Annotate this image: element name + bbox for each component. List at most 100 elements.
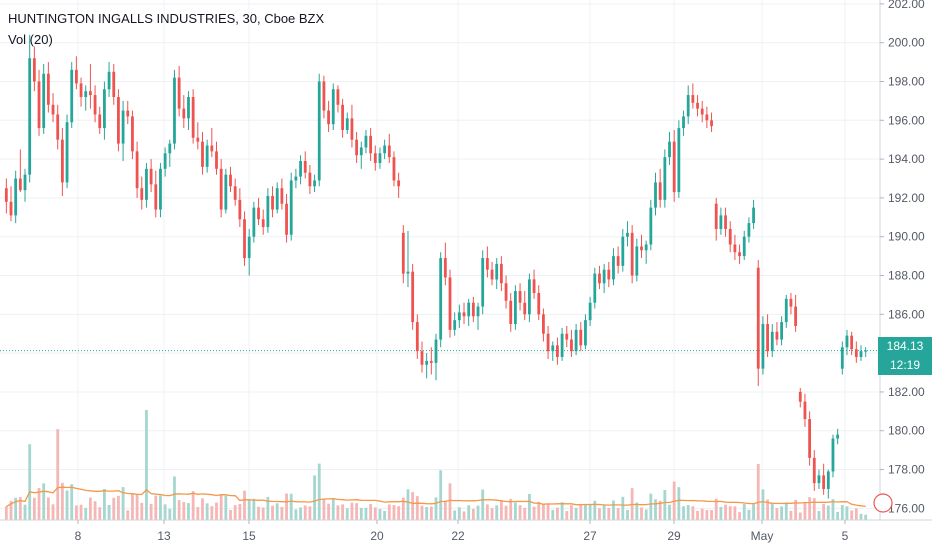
candle-body (14, 178, 18, 216)
volume-bar (812, 498, 816, 520)
y-tick-label: 202.00 (888, 0, 925, 11)
y-tick-label: 194.00 (888, 152, 925, 166)
volume-bar (509, 498, 513, 520)
candle-body (630, 232, 634, 276)
volume-bar (579, 504, 583, 520)
x-tick-label: May (751, 529, 774, 543)
candle-body (331, 89, 335, 125)
candle-body (285, 203, 288, 235)
volume-bar (341, 504, 344, 520)
volume-bar (649, 493, 653, 520)
candle-body (317, 81, 321, 181)
volume-bar (859, 513, 863, 520)
candle-body (640, 246, 643, 251)
volume-bar (453, 510, 457, 520)
candle-body (756, 267, 760, 369)
candle-body (621, 236, 625, 266)
volume-bar (462, 511, 466, 520)
volume-bar (303, 505, 307, 520)
volume-ma-line (5, 486, 866, 508)
candle-body (196, 137, 200, 142)
candle-body (84, 91, 88, 98)
candle-body (233, 186, 237, 200)
volume-bar (518, 505, 522, 520)
volume-bar (850, 510, 854, 520)
volume-bar (607, 507, 611, 520)
volume-bar (355, 503, 359, 520)
volume-bar (696, 510, 699, 520)
candle-body (280, 188, 284, 204)
volume-bar (378, 509, 382, 520)
candle-body (836, 434, 840, 439)
volume-indicator-label[interactable]: Vol (20) (8, 32, 53, 47)
volume-bar (70, 484, 74, 520)
candle-body (738, 252, 741, 257)
candle-body (481, 258, 485, 307)
candle-body (4, 188, 8, 202)
candle-body (672, 141, 676, 193)
volume-bar (65, 490, 69, 520)
volume-bar (322, 499, 326, 520)
volume-bar (112, 497, 116, 520)
candle-body (46, 73, 50, 105)
volume-bar (854, 508, 858, 520)
candle-body (607, 269, 611, 280)
time-axis[interactable]: 8 13 15 20 22 27 29 May 5 (75, 520, 849, 543)
candle-body (187, 97, 190, 119)
candle-body (686, 95, 690, 117)
volume-bar (9, 500, 13, 520)
volume-bar (280, 506, 284, 520)
volume-bar (149, 503, 153, 520)
candle-body (565, 333, 569, 340)
volume-bar (126, 510, 130, 520)
candle-body (616, 256, 620, 266)
candle-body (490, 269, 494, 280)
volume-bar (313, 475, 316, 520)
volume-bar (317, 463, 321, 520)
volume-bar (747, 509, 751, 520)
candle-body (649, 207, 653, 245)
volume-bar (415, 496, 419, 520)
candle-body (252, 207, 256, 237)
volume-bar (864, 514, 868, 520)
candle-body (173, 77, 176, 144)
candle-body (457, 312, 461, 321)
volume-bar (14, 497, 18, 520)
candle-body (191, 97, 195, 138)
volume-bar (570, 505, 573, 520)
candle-body (9, 201, 13, 216)
scroll-to-realtime-button[interactable] (873, 493, 893, 513)
volume-bar (401, 497, 405, 520)
candle-body (149, 168, 153, 185)
candle-body (691, 95, 695, 103)
candle-body (88, 91, 92, 96)
volume-bar (840, 505, 844, 520)
volume-bar (640, 507, 643, 520)
volume-bar (28, 444, 32, 520)
volume-bar (593, 500, 597, 520)
y-tick-label: 192.00 (888, 191, 925, 205)
candle-body (663, 157, 667, 200)
candle-body (387, 145, 391, 158)
volume-bar (168, 508, 172, 520)
volume-bar (60, 482, 64, 520)
candle-body (742, 236, 746, 257)
candle-body (668, 141, 671, 158)
candle-body (322, 81, 326, 111)
volume-bar (616, 508, 620, 520)
candle-body (271, 195, 274, 210)
volume-bar (714, 498, 718, 520)
candlesticks (4, 34, 868, 499)
candle-body (308, 172, 312, 187)
candle-body (537, 292, 541, 315)
volume-bar (219, 494, 223, 520)
price-axis[interactable]: 176.00178.00180.00182.00184.00186.00188.… (880, 0, 925, 515)
candle-body (215, 151, 218, 169)
volume-bar (201, 498, 204, 520)
volume-bar (257, 506, 260, 520)
volume-bar (93, 501, 97, 520)
volume-bar (420, 505, 424, 520)
volume-bar (546, 503, 550, 520)
